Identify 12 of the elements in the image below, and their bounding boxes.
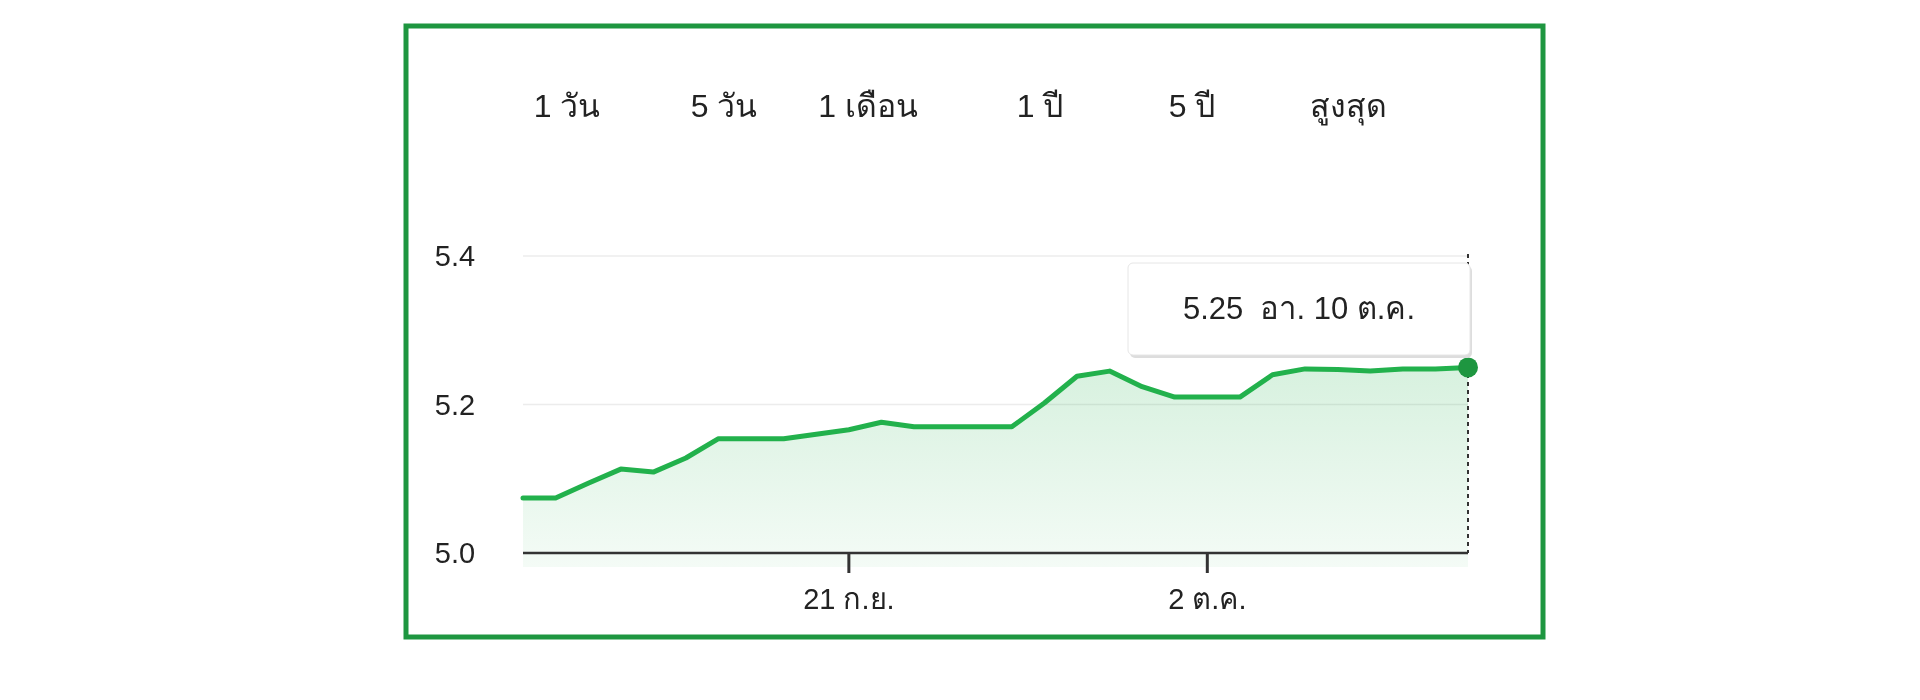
x-tick-label: 2 ต.ค.	[1168, 583, 1247, 615]
text: 1 วัน	[533, 88, 601, 124]
text: 1 ปี	[1016, 88, 1064, 124]
text: 5 ปี	[1168, 88, 1216, 124]
text: 1 เดือน	[818, 88, 918, 124]
text: 5 วัน	[690, 88, 758, 124]
annotation: 5.25 อา. 10 ต.ค.	[1182, 291, 1416, 326]
y-tick-label: 5.2	[434, 388, 476, 421]
y-tick-label: 5.4	[434, 240, 476, 272]
text: สูงสุด	[1309, 88, 1387, 126]
y-tick-label: 5.0	[434, 537, 476, 569]
x-tick-label: 21 ก.ย.	[803, 583, 895, 615]
